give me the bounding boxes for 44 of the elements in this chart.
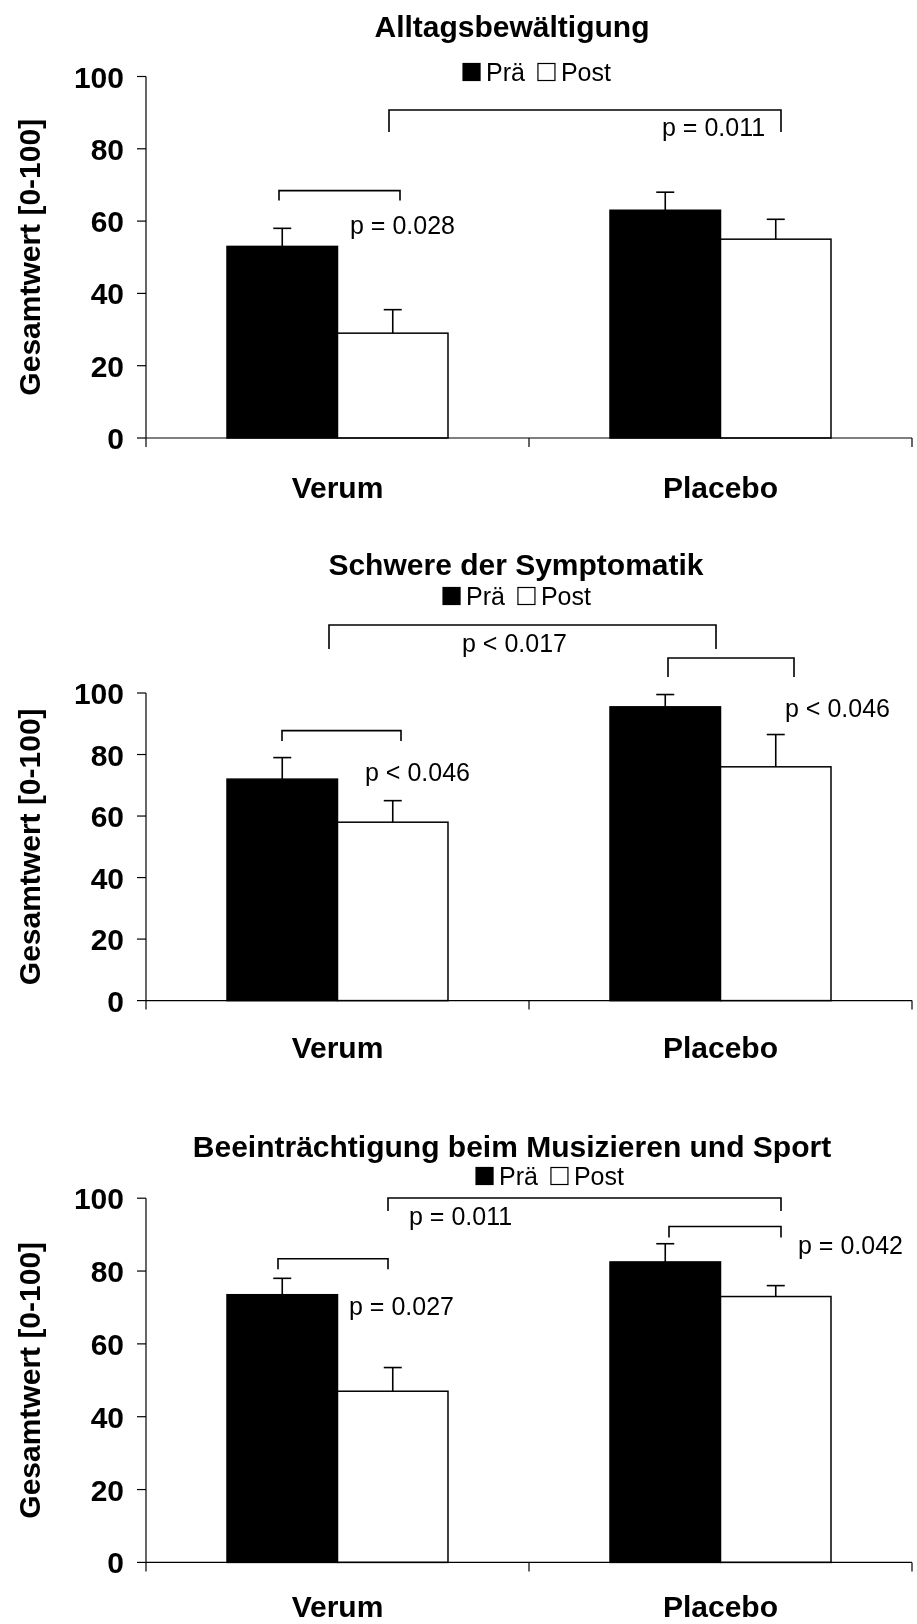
- y-tick-label: 20: [90, 922, 124, 956]
- x-tick-label: Placebo: [662, 1031, 779, 1064]
- annotation: p = 0.011: [409, 1201, 513, 1230]
- y-tick-label: 100: [73, 60, 124, 93]
- legend-label: Prä: [499, 1162, 539, 1190]
- chart-title: Alltagsbewältigung: [374, 10, 650, 43]
- x-tick-label: Placebo: [662, 1590, 779, 1623]
- y-tick-label: 0: [107, 421, 124, 455]
- y-tick-label: 80: [90, 1254, 124, 1288]
- y-tick-label: 40: [90, 1400, 124, 1434]
- y-tick-label: 20: [90, 349, 124, 383]
- annotation: p < 0.046: [365, 758, 470, 786]
- y-axis-title: Gesamtwert [0-100]: [12, 118, 46, 396]
- y-tick-label: 0: [107, 1545, 124, 1579]
- y-tick-label: 40: [90, 276, 124, 310]
- chart-title: Schwere der Symptomatik: [328, 548, 704, 581]
- legend-label: Prä: [486, 58, 526, 86]
- legend-label: Post: [560, 58, 612, 86]
- y-axis-title: Gesamtwert [0-100]: [12, 1241, 46, 1519]
- text: p < 0.017: [462, 629, 567, 657]
- annotation: p = 0.027: [349, 1292, 454, 1320]
- y-tick-label: 60: [90, 1327, 124, 1361]
- y-tick-label: 20: [90, 1473, 124, 1507]
- legend-label: Prä: [466, 582, 506, 610]
- x-tick-label: Verum: [291, 1031, 384, 1064]
- legend-label: Post: [540, 582, 592, 610]
- legend-label: Post: [573, 1162, 625, 1190]
- y-tick-label: 60: [90, 204, 124, 238]
- annotation: p < 0.046: [785, 693, 890, 722]
- annotation: p = 0.011: [662, 113, 766, 141]
- x-tick-label: Verum: [291, 471, 384, 504]
- y-tick-label: 0: [107, 984, 124, 1018]
- x-tick-label: Placebo: [662, 471, 779, 504]
- x-tick-label: Verum: [291, 1590, 384, 1623]
- y-tick-label: 100: [73, 1181, 124, 1215]
- y-tick-label: 80: [90, 132, 124, 166]
- annotation: p = 0.028: [350, 211, 455, 239]
- y-tick-label: 60: [90, 799, 124, 833]
- y-axis-title: Gesamtwert [0-100]: [12, 708, 46, 986]
- y-tick-label: 80: [90, 738, 124, 772]
- y-tick-label: 100: [73, 676, 124, 710]
- annotation: p = 0.042: [798, 1231, 903, 1259]
- chart-title: Beeinträchtigung beim Musizieren und Sport: [192, 1130, 832, 1163]
- y-tick-label: 40: [90, 861, 124, 895]
